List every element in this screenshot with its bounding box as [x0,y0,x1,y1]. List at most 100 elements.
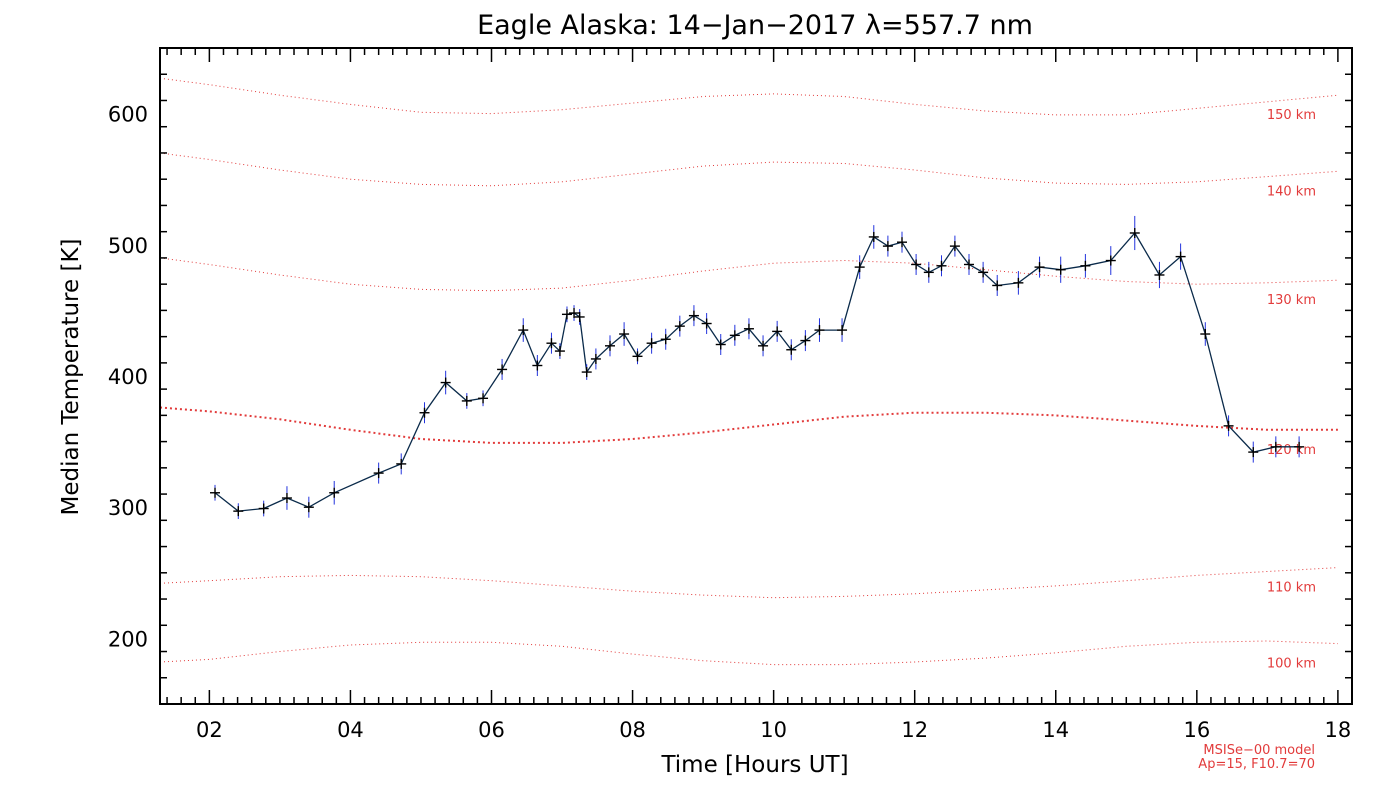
model-parameters-annotation: Ap=15, F10.7=70 [1198,757,1315,772]
data-point-62 [1294,441,1305,452]
data-point-44 [923,267,934,278]
data-point-59 [1223,420,1234,431]
data-point-36 [800,335,811,346]
data-point-54 [1105,255,1116,266]
data-point-50 [1013,277,1024,288]
data-point-17 [561,309,572,320]
data-point-43 [911,259,922,270]
data-point-13 [518,325,529,336]
data-point-28 [688,310,699,321]
model-curve-2 [159,257,1338,292]
data-point-55 [1129,227,1140,238]
data-point-16 [554,346,565,357]
data-point-15 [546,338,557,349]
data-point-57 [1175,251,1186,262]
altitude-label-1: 140 km [1267,184,1316,199]
data-line [214,231,1300,512]
y-tick-label-4: 600 [108,103,148,127]
plot-frame [159,47,1353,705]
data-point-26 [660,334,671,345]
model-curve-5 [159,640,1338,666]
data-point-5 [329,487,340,498]
model-curve-1 [159,152,1338,187]
data-point-8 [419,407,430,418]
data-point-0 [210,487,221,498]
data-point-35 [786,344,797,355]
data-point-32 [743,323,754,334]
data-point-23 [619,329,630,340]
x-tick-label-3: 08 [619,718,646,742]
data-point-31 [729,330,740,341]
data-point-21 [590,353,601,364]
data-point-48 [978,267,989,278]
x-tick-label-6: 14 [1042,718,1069,742]
data-series [210,215,1305,520]
data-point-52 [1055,264,1066,275]
model-curves: 150 km 140 km 130 km 120 km 110 km 100 km [159,77,1338,672]
data-point-51 [1034,262,1045,273]
data-point-2 [258,503,269,514]
data-point-4 [303,502,314,513]
data-point-18 [569,308,580,319]
data-point-37 [814,325,825,336]
data-point-25 [646,338,657,349]
data-point-22 [604,340,615,351]
data-point-14 [532,360,543,371]
data-point-61 [1270,441,1281,452]
x-tick-label-7: 16 [1183,718,1210,742]
data-point-38 [837,325,848,336]
data-point-30 [715,339,726,350]
model-curve-0 [159,77,1338,116]
data-point-27 [674,321,685,332]
model-curve-4 [159,567,1338,599]
x-tick-label-0: 02 [196,718,223,742]
axis-ticks: 02 04 06 08 10 12 14 16 18 200 300 400 500 600 [108,47,1353,742]
model-curve-3 [159,406,1338,444]
data-point-58 [1200,329,1211,340]
data-point-46 [949,241,960,252]
y-tick-label-0: 200 [108,627,148,651]
data-point-39 [854,262,865,273]
x-tick-label-2: 06 [478,718,505,742]
data-point-33 [758,340,769,351]
data-point-45 [936,260,947,271]
data-point-1 [233,506,244,517]
data-point-11 [478,393,489,404]
data-point-60 [1248,447,1259,458]
data-point-47 [964,259,975,270]
y-tick-label-3: 500 [108,234,148,258]
altitude-label-3: 120 km [1267,443,1316,458]
chart-title: Eagle Alaska: 14−Jan−2017 λ=557.7 nm [477,10,1033,41]
data-point-42 [897,237,908,248]
data-point-10 [461,395,472,406]
x-tick-label-4: 10 [760,718,787,742]
altitude-label-0: 150 km [1267,108,1316,123]
data-point-6 [373,468,384,479]
data-point-9 [440,377,451,388]
x-tick-label-8: 18 [1325,718,1352,742]
x-tick-label-5: 12 [901,718,928,742]
data-point-41 [882,241,893,252]
y-axis-label: Median Temperature [K] [58,239,84,516]
x-tick-label-1: 04 [337,718,364,742]
data-point-3 [281,493,292,504]
y-tick-label-1: 300 [108,496,148,520]
data-point-7 [396,458,407,469]
data-point-29 [701,318,712,329]
data-point-49 [992,280,1003,291]
data-point-56 [1154,269,1165,280]
data-point-12 [497,364,508,375]
data-point-19 [574,311,585,322]
altitude-label-4: 110 km [1267,581,1316,596]
y-tick-label-2: 400 [108,365,148,389]
altitude-label-2: 130 km [1267,293,1316,308]
data-point-20 [581,367,592,378]
x-axis-label: Time [Hours UT] [660,752,848,778]
data-point-53 [1080,260,1091,271]
data-point-34 [772,326,783,337]
data-point-24 [632,351,643,362]
data-point-40 [868,231,879,242]
altitude-label-5: 100 km [1267,657,1316,672]
model-annotation: MSISe−00 model [1203,743,1315,758]
